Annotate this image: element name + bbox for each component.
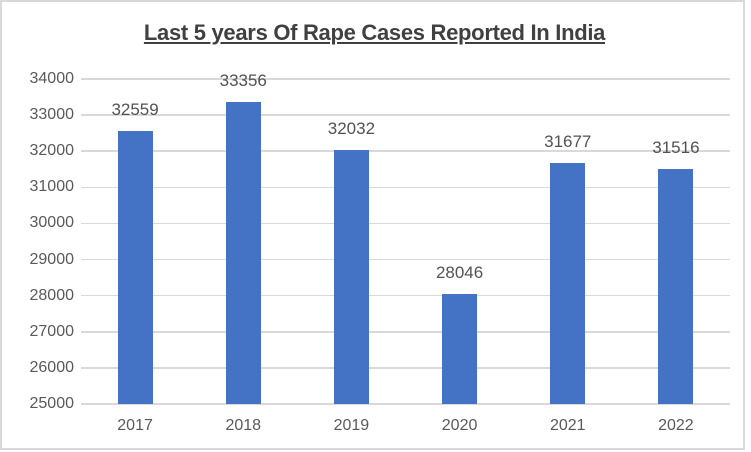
bar [442, 294, 478, 404]
y-axis-tick-label: 30000 [29, 214, 75, 232]
gridline [81, 186, 730, 189]
x-axis-category-label: 2021 [549, 417, 586, 434]
bar-value-label: 31516 [652, 137, 700, 157]
bar [658, 168, 694, 404]
bar-value-label: 31677 [544, 131, 592, 151]
gridline [81, 294, 730, 297]
bar-value-label: 28046 [435, 263, 484, 282]
bar [333, 150, 369, 404]
x-axis-category-label: 2019 [333, 417, 370, 434]
bar-value-label: 32032 [327, 119, 376, 139]
bar [550, 162, 586, 404]
x-axis-category-label: 2017 [117, 417, 153, 434]
y-axis-tick-label: 25000 [29, 395, 75, 412]
y-axis-tick-label: 29000 [29, 250, 75, 268]
chart-title: Last 5 years Of Rape Cases Reported In I… [143, 20, 606, 45]
y-axis-tick-label: 28000 [29, 286, 75, 304]
y-axis-tick-label: 33000 [29, 106, 75, 124]
bar [117, 131, 153, 404]
y-axis-tick-label: 27000 [29, 322, 75, 340]
gridline [81, 258, 730, 261]
y-axis-tick-label: 31000 [29, 178, 75, 196]
gridline [81, 150, 730, 152]
bar [225, 102, 261, 404]
y-axis-tick-label: 26000 [29, 358, 75, 376]
x-axis-category-label: 2022 [658, 417, 694, 434]
y-axis-tick-label: 34000 [29, 70, 75, 87]
gridline [81, 114, 730, 116]
x-axis-line [81, 403, 730, 405]
gridline [81, 331, 730, 333]
x-axis-category-label: 2020 [441, 417, 478, 434]
gridline [81, 367, 730, 369]
bar-value-label: 32559 [111, 100, 159, 120]
x-axis-category-label: 2018 [225, 417, 262, 434]
y-axis-tick-label: 32000 [29, 142, 75, 160]
bar-value-label: 33356 [219, 71, 267, 91]
gridline [81, 78, 730, 80]
gridline [81, 222, 730, 225]
